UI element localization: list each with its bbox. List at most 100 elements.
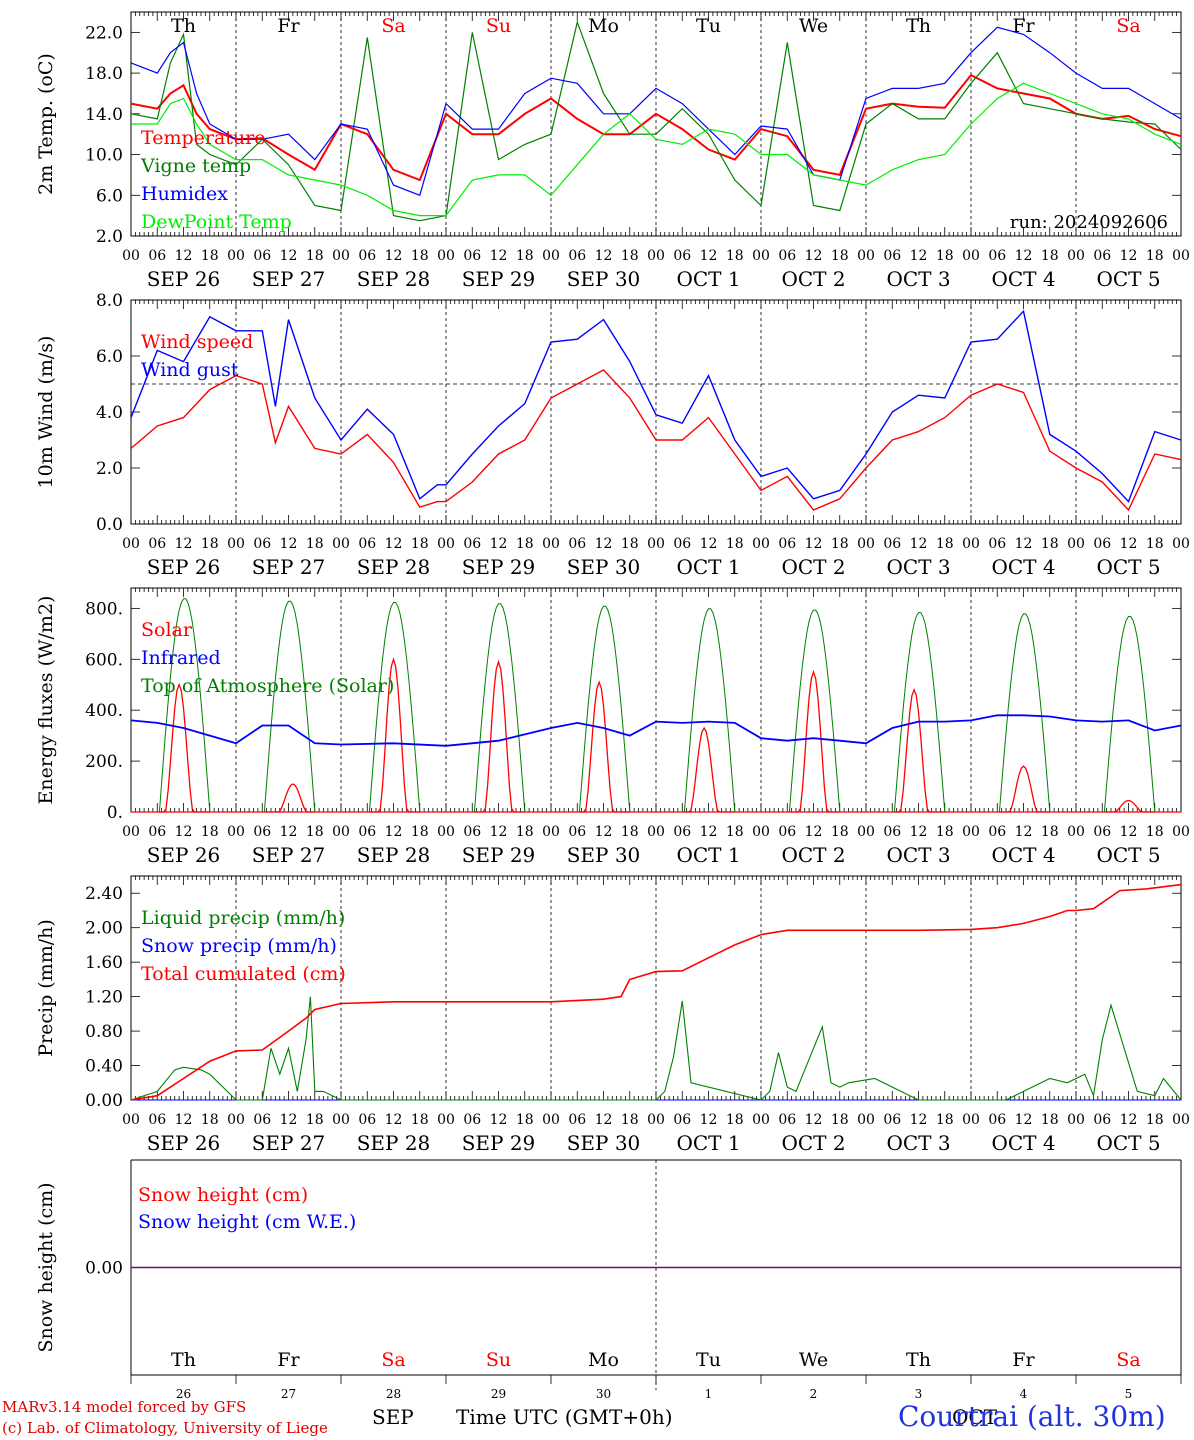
wind-hour-label: 00 <box>227 536 245 552</box>
snow-weekday-label: We <box>799 1349 828 1371</box>
flux-hour-label: 18 <box>1146 824 1164 840</box>
temp-hour-label: 12 <box>280 248 298 264</box>
precip-hour-label: 12 <box>700 1112 718 1128</box>
flux-hour-label: 12 <box>385 824 403 840</box>
precip-hour-label: 18 <box>831 1112 849 1128</box>
snow-weekday-label: Su <box>486 1349 511 1371</box>
precip-legend-total-cumulated-cm: Total cumulated (cm) <box>141 963 346 985</box>
flux-hour-label: 00 <box>647 824 665 840</box>
flux-series-solar-day <box>264 783 315 813</box>
flux-hour-label: 18 <box>1041 824 1059 840</box>
temp-hour-label: 00 <box>647 248 665 264</box>
precip-hour-label: 06 <box>988 1112 1006 1128</box>
snow-y-axis-label: Snow height (cm) <box>35 1182 57 1352</box>
flux-date-label: OCT 1 <box>676 843 740 867</box>
weekday-label: We <box>799 15 828 37</box>
flux-hour-label: 12 <box>490 824 508 840</box>
precip-hour-label: 00 <box>227 1112 245 1128</box>
flux-hour-label: 00 <box>122 824 140 840</box>
temp-hour-label: 18 <box>516 248 534 264</box>
temp-hour-label: 18 <box>306 248 324 264</box>
flux-hour-label: 00 <box>1172 824 1190 840</box>
wind-hour-label: 06 <box>778 536 796 552</box>
temp-hour-label: 12 <box>910 248 928 264</box>
run-label: run: 2024092606 <box>1010 212 1168 233</box>
precip-hour-label: 18 <box>306 1112 324 1128</box>
wind-hour-label: 12 <box>1015 536 1033 552</box>
precip-hour-label: 12 <box>805 1112 823 1128</box>
flux-series-solar-day <box>159 682 210 813</box>
temp-hour-label: 06 <box>673 248 691 264</box>
day-number-label: 4 <box>1020 1387 1028 1401</box>
temp-hour-label: 00 <box>227 248 245 264</box>
temp-y-tick-label: 10.0 <box>85 146 123 166</box>
precip-hour-label: 06 <box>463 1112 481 1128</box>
wind-series-wind-speed <box>130 369 1182 512</box>
flux-y-tick-label: 400. <box>85 701 123 721</box>
precip-hour-label: 18 <box>621 1112 639 1128</box>
flux-series-toa-day <box>578 605 631 813</box>
wind-y-tick-label: 0.0 <box>96 515 123 535</box>
wind-frame <box>130 299 1182 525</box>
temp-hour-label: 00 <box>1067 248 1085 264</box>
precip-series-liquid <box>130 996 1182 1101</box>
flux-hour-label: 12 <box>175 824 193 840</box>
temp-hour-label: 06 <box>778 248 796 264</box>
snow-weekday-label: Fr <box>277 1349 300 1371</box>
temp-date-label: OCT 2 <box>781 267 845 291</box>
flux-series-toa-day <box>158 598 211 813</box>
wind-hour-label: 06 <box>358 536 376 552</box>
precip-hour-label: 06 <box>1093 1112 1111 1128</box>
precip-hour-label: 06 <box>778 1112 796 1128</box>
precip-hour-label: 06 <box>358 1112 376 1128</box>
wind-hour-label: 00 <box>437 536 455 552</box>
flux-hour-label: 12 <box>595 824 613 840</box>
wind-hour-label: 12 <box>280 536 298 552</box>
wind-hour-label: 18 <box>621 536 639 552</box>
flux-hour-label: 18 <box>411 824 429 840</box>
flux-series-toa-day <box>998 613 1051 813</box>
temp-hour-label: 12 <box>175 248 193 264</box>
day-number-label: 29 <box>491 1387 506 1401</box>
temp-frame <box>130 11 1182 237</box>
precip-date-label: OCT 5 <box>1096 1131 1160 1155</box>
wind-y-tick-label: 6.0 <box>96 347 123 367</box>
temp-hour-label: 12 <box>385 248 403 264</box>
wind-hour-label: 06 <box>148 536 166 552</box>
snow-legend-height: Snow height (cm) <box>138 1184 308 1206</box>
precip-date-label: OCT 2 <box>781 1131 845 1155</box>
precip-date-label: OCT 1 <box>676 1131 740 1155</box>
precip-date-label: SEP 29 <box>462 1131 536 1155</box>
station-name: Courtrai (alt. 30m) <box>898 1400 1166 1433</box>
precip-legend-liquid-precip-mm-h: Liquid precip (mm/h) <box>141 907 345 929</box>
flux-date-label: OCT 5 <box>1096 843 1160 867</box>
precip-legend-snow-precip-mm-h: Snow precip (mm/h) <box>141 935 337 957</box>
temp-y-tick-label: 14.0 <box>85 105 123 125</box>
flux-legend-infrared: Infrared <box>141 647 221 669</box>
temp-date-label: SEP 30 <box>567 267 641 291</box>
precip-hour-label: 06 <box>148 1112 166 1128</box>
wind-hour-label: 06 <box>988 536 1006 552</box>
precip-y-tick-label: 0.80 <box>85 1022 123 1042</box>
wind-hour-label: 00 <box>122 536 140 552</box>
flux-hour-label: 12 <box>700 824 718 840</box>
flux-date-label: OCT 3 <box>886 843 950 867</box>
weekday-label: Sa <box>1116 15 1140 37</box>
wind-hour-label: 12 <box>910 536 928 552</box>
wind-hour-label: 18 <box>831 536 849 552</box>
flux-hour-label: 18 <box>201 824 219 840</box>
flux-date-label: SEP 29 <box>462 843 536 867</box>
precip-series-total <box>130 883 1182 1101</box>
flux-hour-label: 06 <box>568 824 586 840</box>
weekday-label: Th <box>906 15 931 37</box>
temp-hour-label: 06 <box>148 248 166 264</box>
temp-hour-label: 00 <box>542 248 560 264</box>
precip-hour-label: 00 <box>1172 1112 1190 1128</box>
temp-date-label: SEP 29 <box>462 267 536 291</box>
snow-weekday-label: Sa <box>1116 1349 1140 1371</box>
precip-y-axis-label: Precip (mm/h) <box>35 919 57 1057</box>
temp-hour-label: 06 <box>568 248 586 264</box>
wind-y-tick-label: 8.0 <box>96 291 123 311</box>
temp-hour-label: 00 <box>332 248 350 264</box>
